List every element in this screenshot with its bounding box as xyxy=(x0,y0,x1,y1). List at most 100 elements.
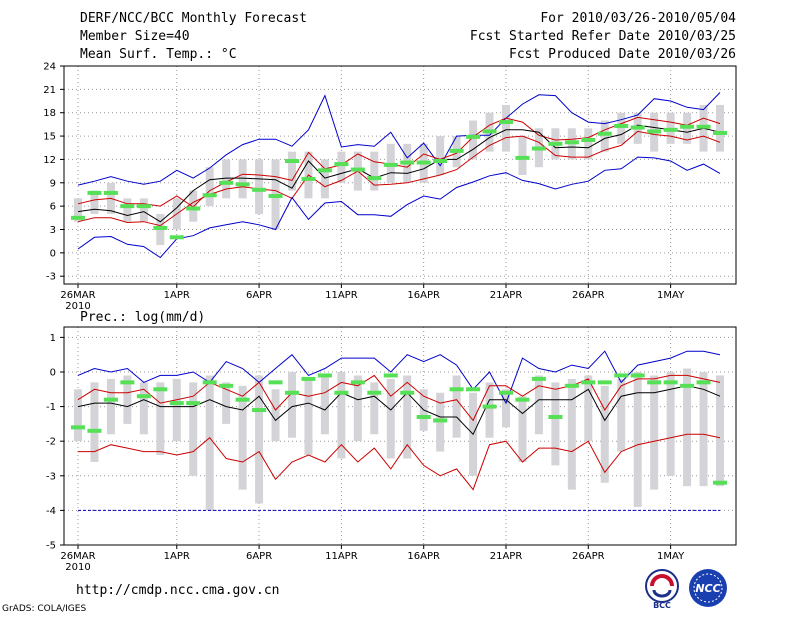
observed-mark xyxy=(548,414,563,419)
ensemble-box xyxy=(337,151,346,183)
y-tick-label: -1 xyxy=(46,402,56,413)
ensemble-box xyxy=(106,378,115,435)
x-tick-label: 1APR xyxy=(164,290,190,301)
observed-mark xyxy=(400,390,415,395)
y-tick-label: 0 xyxy=(50,367,56,378)
observed-mark xyxy=(334,162,349,167)
observed-mark xyxy=(433,418,448,423)
ensemble-box xyxy=(90,382,99,462)
observed-mark xyxy=(597,131,612,136)
ensemble-box xyxy=(288,371,296,438)
ensemble-box xyxy=(567,378,576,490)
observed-mark xyxy=(482,129,497,134)
fcst-started-date: Fcst Started Refer Date 2010/03/25 xyxy=(469,29,736,44)
observed-mark xyxy=(235,182,250,187)
ensemble-box xyxy=(353,375,362,442)
y-tick-label: 1 xyxy=(50,333,56,344)
ensemble-box xyxy=(172,378,181,442)
x-tick-label: 6APR xyxy=(246,551,272,562)
observed-mark xyxy=(268,380,283,385)
ensemble-box xyxy=(534,375,543,435)
ensemble-box xyxy=(320,375,329,435)
x-tick-sublabel: 2010 xyxy=(65,562,90,573)
source-url[interactable]: http://cmdp.ncc.cma.gov.cn xyxy=(76,583,280,598)
observed-mark xyxy=(630,125,645,130)
y-tick-label: 24 xyxy=(43,62,56,73)
ensemble-box xyxy=(238,159,247,199)
observed-mark xyxy=(499,120,513,125)
ensemble-box xyxy=(518,396,527,462)
x-tick-label: 26MAR xyxy=(60,551,95,562)
observed-mark xyxy=(630,373,645,378)
grads-credit: GrADS: COLA/IGES xyxy=(2,604,87,614)
ensemble-box xyxy=(205,375,214,511)
ensemble-box xyxy=(600,120,609,152)
observed-mark xyxy=(515,155,530,160)
observed-mark xyxy=(531,146,546,151)
x-tick-label: 16APR xyxy=(407,290,440,301)
observed-mark xyxy=(663,127,678,132)
svg-text:NCC: NCC xyxy=(695,582,720,595)
observed-mark xyxy=(383,373,398,378)
y-tick-label: -2 xyxy=(46,437,56,448)
plot-frame xyxy=(63,65,737,285)
y-tick-label: 21 xyxy=(43,85,56,96)
ensemble-box xyxy=(502,104,510,152)
ensemble-box xyxy=(716,375,724,487)
ensemble-box xyxy=(222,159,231,199)
ensemble-box xyxy=(189,190,198,222)
ensemble-box xyxy=(255,375,264,504)
member-size: Member Size=40 xyxy=(80,29,190,44)
observed-mark xyxy=(136,394,151,399)
observed-mark xyxy=(531,376,546,381)
observed-mark xyxy=(713,130,727,135)
observed-mark xyxy=(252,408,267,413)
observed-mark xyxy=(219,383,234,388)
ensemble-box xyxy=(485,382,494,438)
ensemble-box xyxy=(683,368,692,487)
observed-mark xyxy=(466,387,481,392)
plot-area xyxy=(64,66,736,284)
ensemble-box xyxy=(699,371,708,487)
observed-mark xyxy=(169,401,184,406)
ensemble-box xyxy=(123,375,132,424)
observed-mark xyxy=(153,225,168,230)
observed-mark xyxy=(696,380,711,385)
ensemble-box xyxy=(584,128,593,160)
forecast-range: For 2010/03/26-2010/05/04 xyxy=(540,11,736,26)
prec-panel-title: Prec.: log(mm/d) xyxy=(80,310,206,325)
ensemble-box xyxy=(238,385,247,490)
observed-mark xyxy=(285,158,299,163)
ensemble-box xyxy=(617,112,626,144)
observed-mark xyxy=(317,373,332,378)
observed-mark xyxy=(680,124,695,129)
y-tick-label: 18 xyxy=(43,108,56,119)
observed-mark xyxy=(103,190,118,195)
series-min xyxy=(77,156,721,259)
observed-mark xyxy=(136,204,151,209)
x-tick-label: 11APR xyxy=(325,290,358,301)
series-inner-lower xyxy=(77,130,721,227)
observed-mark xyxy=(334,390,349,395)
observed-mark xyxy=(285,390,299,395)
observed-mark xyxy=(482,404,497,409)
observed-mark xyxy=(696,124,711,129)
observed-mark xyxy=(515,397,530,402)
series-mean xyxy=(77,124,721,223)
ensemble-box xyxy=(189,382,198,476)
ensemble-box xyxy=(139,198,148,222)
ensemble-box xyxy=(139,382,148,435)
observed-mark xyxy=(317,168,332,173)
observed-mark xyxy=(169,235,184,240)
ensemble-box xyxy=(370,382,379,435)
observed-mark xyxy=(383,162,398,167)
x-tick-label: 1MAY xyxy=(657,551,685,562)
observed-mark xyxy=(120,204,135,209)
observed-mark xyxy=(367,176,382,181)
ensemble-box xyxy=(617,378,626,452)
observed-mark xyxy=(680,383,695,388)
observed-mark xyxy=(71,425,85,430)
variable-label: Mean Surf. Temp.: °C xyxy=(80,47,237,62)
